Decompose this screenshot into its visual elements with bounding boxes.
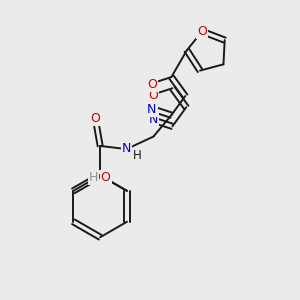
Text: N: N xyxy=(147,103,157,116)
Text: H: H xyxy=(133,149,142,162)
Text: O: O xyxy=(90,171,100,184)
Text: H: H xyxy=(89,171,98,184)
Text: N: N xyxy=(148,112,158,126)
Text: H: H xyxy=(102,171,111,184)
Text: O: O xyxy=(148,78,158,91)
Text: N: N xyxy=(122,142,131,155)
Text: O: O xyxy=(100,171,110,184)
Text: O: O xyxy=(90,112,100,125)
Text: O: O xyxy=(148,89,158,102)
Text: O: O xyxy=(197,25,207,38)
